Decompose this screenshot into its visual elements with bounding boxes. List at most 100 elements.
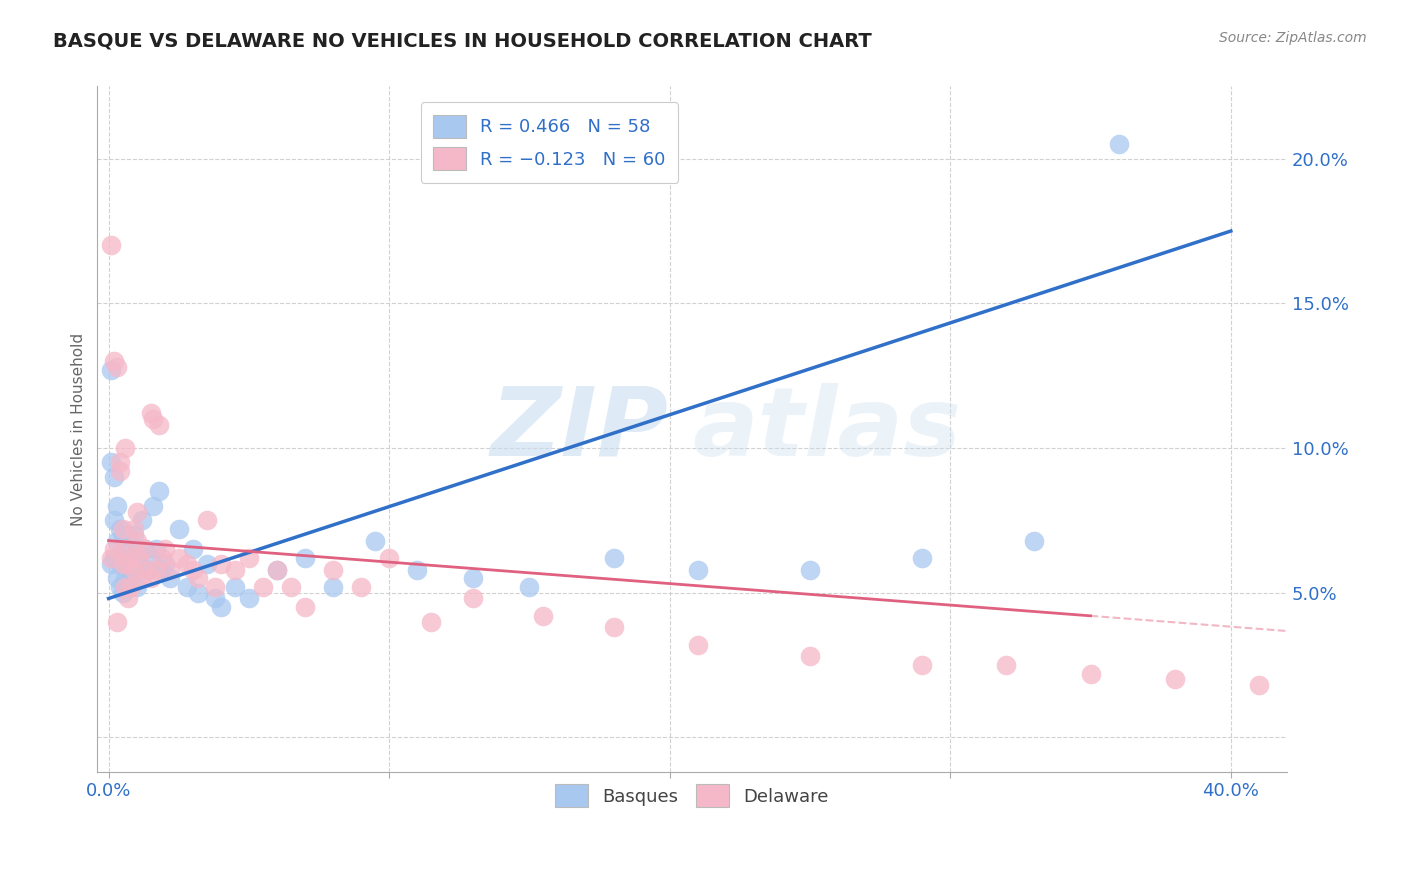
Point xyxy=(120,571,142,585)
Point xyxy=(108,557,131,571)
Point xyxy=(1247,678,1270,692)
Point xyxy=(148,484,170,499)
Point xyxy=(114,441,136,455)
Point xyxy=(108,455,131,469)
Point xyxy=(108,522,131,536)
Point xyxy=(238,591,260,606)
Point xyxy=(153,542,176,557)
Point xyxy=(224,563,246,577)
Point xyxy=(266,563,288,577)
Point xyxy=(103,470,125,484)
Point xyxy=(117,591,139,606)
Point xyxy=(159,563,181,577)
Point xyxy=(105,615,128,629)
Point xyxy=(111,522,134,536)
Point xyxy=(125,580,148,594)
Point xyxy=(1024,533,1046,548)
Point xyxy=(322,563,344,577)
Point xyxy=(252,580,274,594)
Point xyxy=(420,615,443,629)
Point xyxy=(181,563,204,577)
Point xyxy=(142,499,165,513)
Point xyxy=(519,580,541,594)
Point xyxy=(378,551,401,566)
Point xyxy=(125,505,148,519)
Point xyxy=(111,585,134,599)
Point xyxy=(294,551,316,566)
Point xyxy=(150,563,173,577)
Point xyxy=(139,571,162,585)
Point xyxy=(142,412,165,426)
Text: BASQUE VS DELAWARE NO VEHICLES IN HOUSEHOLD CORRELATION CHART: BASQUE VS DELAWARE NO VEHICLES IN HOUSEH… xyxy=(53,31,872,50)
Point xyxy=(294,600,316,615)
Point xyxy=(111,542,134,557)
Point xyxy=(238,551,260,566)
Point xyxy=(117,528,139,542)
Point xyxy=(111,528,134,542)
Point xyxy=(463,591,485,606)
Point xyxy=(150,551,173,566)
Point xyxy=(159,571,181,585)
Legend: Basques, Delaware: Basques, Delaware xyxy=(548,777,837,814)
Point xyxy=(350,580,373,594)
Point xyxy=(120,580,142,594)
Point xyxy=(209,557,232,571)
Point xyxy=(125,533,148,548)
Point xyxy=(120,551,142,566)
Point xyxy=(100,551,122,566)
Text: Source: ZipAtlas.com: Source: ZipAtlas.com xyxy=(1219,31,1367,45)
Point xyxy=(602,620,624,634)
Point xyxy=(204,580,226,594)
Point xyxy=(114,542,136,557)
Point xyxy=(167,522,190,536)
Point xyxy=(195,513,218,527)
Point xyxy=(139,406,162,420)
Point xyxy=(108,580,131,594)
Point xyxy=(114,580,136,594)
Point xyxy=(117,557,139,571)
Point xyxy=(145,542,167,557)
Point xyxy=(406,563,429,577)
Point xyxy=(224,580,246,594)
Point xyxy=(103,354,125,368)
Point xyxy=(364,533,387,548)
Point xyxy=(911,551,934,566)
Point xyxy=(114,571,136,585)
Point xyxy=(108,464,131,478)
Point xyxy=(799,649,821,664)
Point xyxy=(148,417,170,432)
Point xyxy=(131,571,153,585)
Point xyxy=(120,551,142,566)
Point xyxy=(686,638,709,652)
Point xyxy=(176,557,198,571)
Point xyxy=(1108,137,1130,152)
Point xyxy=(122,557,145,571)
Point xyxy=(1080,666,1102,681)
Point xyxy=(266,563,288,577)
Point xyxy=(209,600,232,615)
Point xyxy=(134,542,156,557)
Point xyxy=(111,551,134,566)
Point xyxy=(533,608,555,623)
Point xyxy=(187,585,209,599)
Point xyxy=(134,542,156,557)
Point xyxy=(111,557,134,571)
Point xyxy=(799,563,821,577)
Point xyxy=(122,563,145,577)
Point xyxy=(167,551,190,566)
Point xyxy=(100,238,122,252)
Point xyxy=(103,542,125,557)
Point xyxy=(105,499,128,513)
Y-axis label: No Vehicles in Household: No Vehicles in Household xyxy=(72,333,86,525)
Point xyxy=(100,363,122,377)
Point xyxy=(122,528,145,542)
Point xyxy=(176,580,198,594)
Point xyxy=(187,571,209,585)
Point xyxy=(117,563,139,577)
Point xyxy=(139,551,162,566)
Point xyxy=(136,563,159,577)
Point xyxy=(105,533,128,548)
Point xyxy=(122,522,145,536)
Point xyxy=(463,571,485,585)
Point xyxy=(195,557,218,571)
